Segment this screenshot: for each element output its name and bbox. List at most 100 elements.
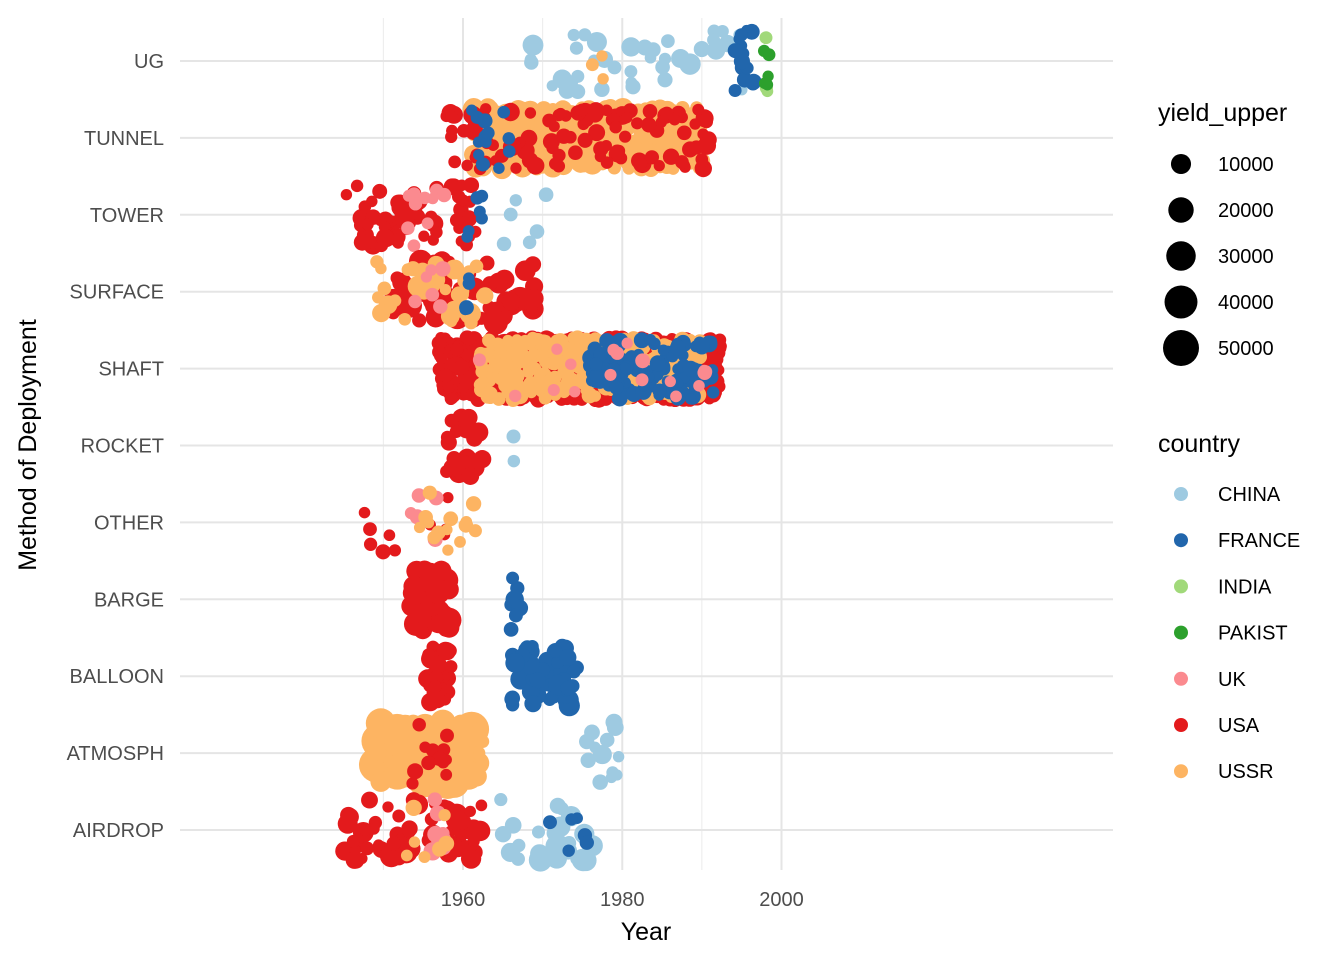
data-point [469, 259, 484, 274]
data-point [524, 55, 539, 70]
data-point [652, 383, 667, 398]
data-point [599, 333, 615, 349]
data-point [728, 84, 742, 97]
data-point [609, 380, 624, 395]
data-point [418, 230, 430, 242]
data-point [427, 530, 441, 545]
data-point [469, 820, 491, 842]
data-points [335, 23, 776, 872]
data-point [551, 343, 563, 355]
data-point [682, 360, 699, 377]
data-point [382, 801, 394, 813]
data-point [529, 224, 545, 239]
data-point [444, 413, 459, 428]
size-legend-key [1168, 197, 1194, 223]
data-point [592, 745, 612, 765]
y-tick-labels: UG TUNNEL TOWER SURFACE SHAFT ROCKET OTHER BARG… [67, 51, 164, 842]
data-point [449, 213, 464, 228]
data-point [402, 583, 422, 603]
data-point [421, 217, 434, 230]
data-point [624, 65, 638, 78]
y-tick-label: BALLOON [70, 666, 164, 688]
y-tick-label: TOWER [90, 205, 164, 227]
data-point [675, 155, 689, 169]
data-point [383, 754, 397, 769]
data-point [592, 774, 608, 790]
data-point [350, 179, 364, 193]
data-point [432, 841, 448, 857]
data-point [441, 523, 453, 536]
size-legend-label: 10000 [1218, 154, 1274, 176]
data-point [400, 849, 413, 862]
data-point [607, 60, 622, 75]
data-point [361, 218, 374, 231]
data-point [444, 259, 465, 280]
data-point [610, 120, 622, 133]
data-point [413, 521, 426, 534]
data-point [481, 126, 495, 140]
data-point [692, 103, 705, 116]
data-point [556, 128, 572, 144]
data-point [568, 145, 583, 161]
data-point [440, 728, 454, 743]
y-tick-label: TUNNEL [84, 128, 164, 150]
data-point [664, 375, 676, 388]
data-point [596, 50, 608, 62]
data-point [502, 145, 516, 158]
data-point [346, 834, 360, 848]
data-point [401, 263, 415, 276]
data-point [697, 136, 717, 155]
data-point [644, 333, 657, 346]
data-point [548, 157, 562, 170]
data-point [464, 805, 476, 818]
data-point [386, 836, 401, 851]
data-point [493, 278, 508, 293]
data-point [402, 824, 416, 839]
data-point [398, 312, 412, 326]
data-point [460, 848, 482, 869]
data-point [406, 777, 419, 790]
data-point [543, 815, 557, 830]
data-point [506, 429, 521, 444]
data-point [405, 799, 422, 817]
data-point [421, 755, 436, 771]
y-tick-label: SURFACE [70, 282, 164, 304]
size-legend-label: 50000 [1218, 338, 1274, 360]
data-point [693, 380, 705, 392]
data-point [472, 353, 486, 367]
data-point [360, 841, 375, 856]
data-point [570, 333, 582, 345]
color-legend-key [1174, 579, 1188, 594]
color-legend-label: USA [1218, 715, 1260, 737]
data-point [575, 849, 594, 867]
data-point [573, 373, 588, 387]
data-point [547, 383, 560, 397]
data-point [494, 825, 512, 843]
data-point [436, 607, 462, 633]
data-point [524, 107, 537, 119]
data-point [534, 380, 548, 395]
data-point [512, 838, 526, 853]
x-axis-title: Year [621, 918, 672, 946]
data-point [429, 655, 447, 674]
data-point [707, 386, 720, 399]
data-point [492, 357, 504, 370]
data-point [635, 157, 648, 170]
data-point [390, 271, 404, 285]
data-point [586, 726, 599, 740]
data-point [459, 303, 471, 316]
data-point [427, 792, 443, 807]
data-point [567, 28, 580, 42]
data-point [506, 372, 518, 385]
data-point [528, 362, 542, 375]
data-point [577, 132, 593, 148]
data-point [529, 672, 546, 689]
data-point [733, 33, 745, 45]
data-point [759, 31, 773, 45]
data-point [358, 506, 371, 519]
data-point [372, 839, 385, 851]
data-point [625, 79, 641, 95]
size-legend-title: yield_upper [1158, 99, 1287, 127]
data-point [657, 344, 670, 356]
data-point [435, 261, 451, 277]
